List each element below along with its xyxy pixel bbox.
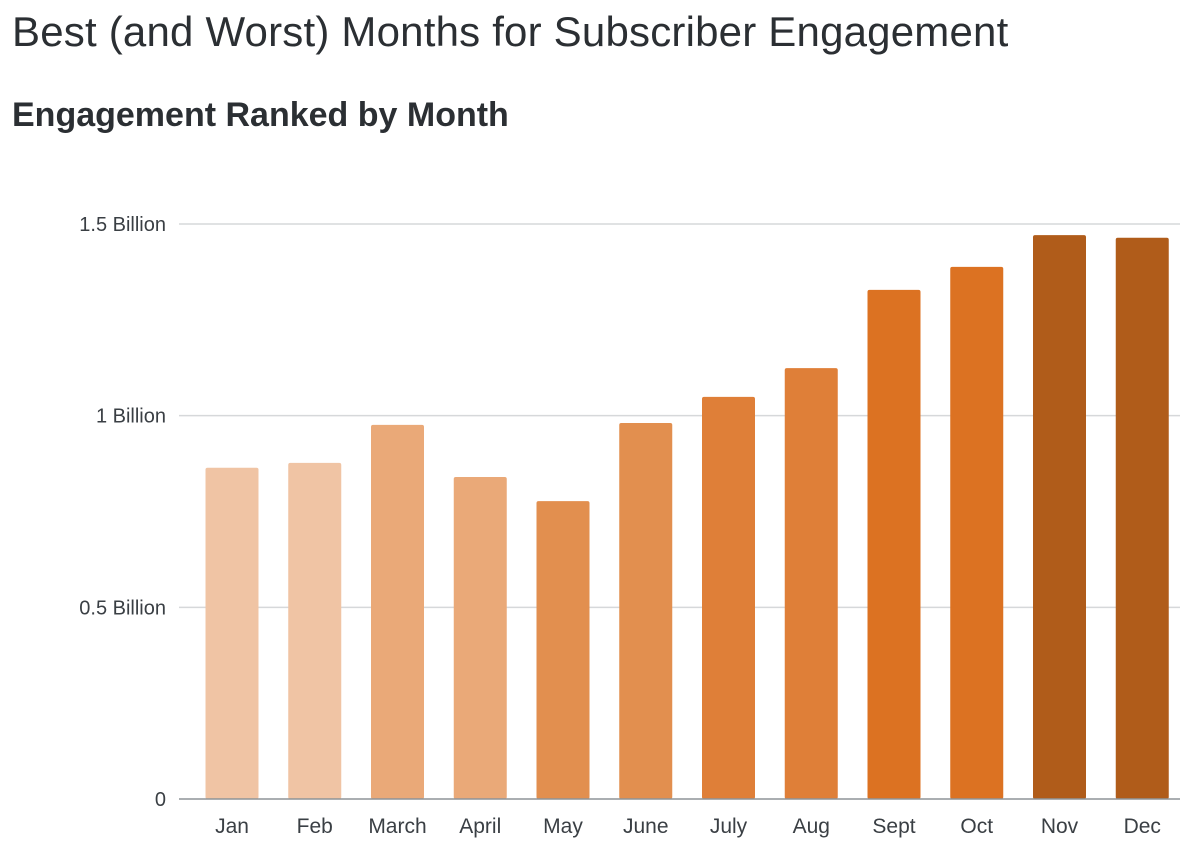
x-tick-label: Aug <box>793 815 830 838</box>
x-axis-ticks: Jan Feb March April May June July Aug Sept Oct Nov… <box>215 815 1161 838</box>
bar-aug <box>784 368 838 799</box>
x-tick-label: April <box>459 815 501 838</box>
y-axis-ticks: 0 0.5 Billion 1 Billion 1.5 Billion <box>79 214 166 811</box>
x-tick-label: Nov <box>1041 815 1079 838</box>
bars <box>205 235 1169 800</box>
bar-may <box>536 501 590 799</box>
x-tick-label: July <box>710 815 748 838</box>
y-tick-label: 1 Billion <box>96 406 166 428</box>
y-tick-label: 0 <box>155 789 166 811</box>
bar-july <box>702 396 755 799</box>
chart-subtitle: Engagement Ranked by Month <box>12 96 509 134</box>
gridlines <box>179 223 1180 609</box>
bar-dec <box>1115 237 1169 800</box>
bar-jan <box>205 467 259 799</box>
bar-march <box>371 424 424 799</box>
bar-feb <box>288 462 342 799</box>
y-tick-label: 0.5 Billion <box>79 597 166 619</box>
x-tick-label: Oct <box>960 815 993 838</box>
x-tick-label: March <box>368 815 426 838</box>
page-title: Best (and Worst) Months for Subscriber E… <box>12 8 1009 55</box>
bar-april <box>453 477 507 799</box>
x-tick-label: May <box>543 815 583 838</box>
x-tick-label: Feb <box>297 815 333 838</box>
x-tick-label: Sept <box>872 815 915 838</box>
x-tick-label: Jan <box>215 815 249 838</box>
y-tick-label: 1.5 Billion <box>79 214 166 236</box>
bar-june <box>619 422 673 799</box>
x-tick-label: Dec <box>1124 815 1161 838</box>
x-tick-label: June <box>623 815 669 838</box>
bar-sept <box>867 289 921 799</box>
bar-oct <box>950 266 1004 799</box>
bar-nov <box>1033 235 1086 799</box>
